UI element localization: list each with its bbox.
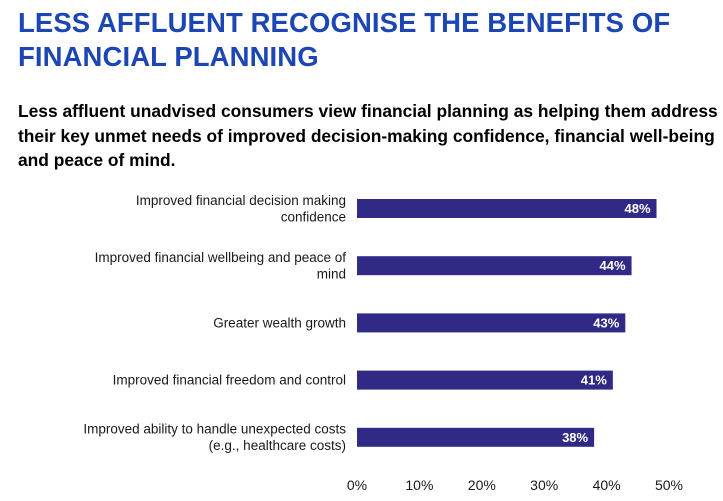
data-label: 41%: [581, 373, 607, 388]
page-subtitle: Less affluent unadvised consumers view f…: [18, 101, 718, 170]
category-label: Improved financial freedom and control: [113, 373, 346, 388]
tick-label: 20%: [468, 477, 496, 493]
data-label: 44%: [600, 258, 626, 273]
data-label: 48%: [624, 201, 650, 216]
tick-label: 50%: [655, 477, 683, 493]
tick-label: 30%: [530, 477, 558, 493]
category-label: Greater wealth growth: [213, 315, 346, 330]
category-label: Improved ability to handle unexpected co…: [83, 422, 346, 437]
tick-label: 40%: [593, 477, 621, 493]
tick-label: 10%: [405, 477, 433, 493]
data-label: 43%: [593, 315, 619, 330]
data-label: 38%: [562, 430, 588, 445]
bar: [357, 427, 595, 447]
bar: [357, 199, 657, 218]
category-label: Improved financial decision making: [136, 193, 346, 208]
bar: [357, 370, 613, 390]
bar: [357, 313, 626, 333]
tick-label: 0%: [347, 477, 367, 493]
category-label: mind: [317, 266, 346, 281]
page-title: LESS AFFLUENT RECOGNISE THE BENEFITS OF …: [18, 7, 671, 72]
bar: [357, 256, 632, 276]
category-label: Improved financial wellbeing and peace o…: [95, 250, 347, 265]
category-label: (e.g., healthcare costs): [209, 438, 346, 453]
category-label: confidence: [281, 209, 346, 224]
